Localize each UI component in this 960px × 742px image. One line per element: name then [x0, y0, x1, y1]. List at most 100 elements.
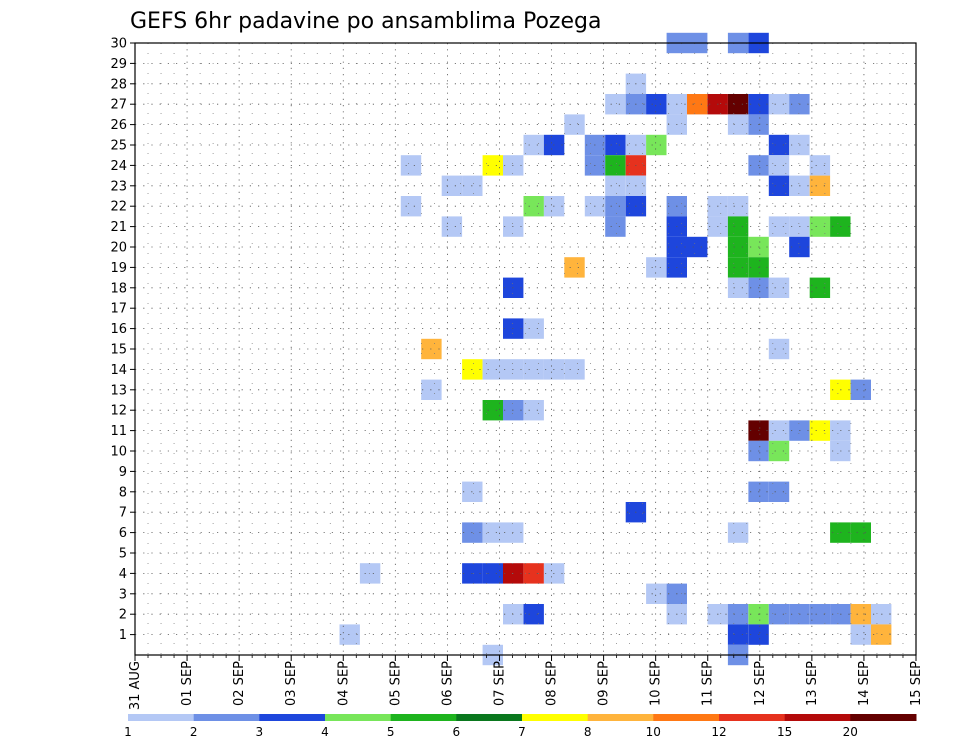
y-tick-label: 12 — [110, 404, 127, 419]
x-tick-label: 03 SEP — [284, 661, 299, 706]
heatmap-cell — [768, 134, 790, 156]
colorbar-label: 12 — [711, 725, 726, 739]
x-tick-label: 04 SEP — [336, 661, 351, 706]
heatmap-cell — [727, 624, 749, 645]
colorbar-label: 5 — [387, 725, 395, 739]
colorbar-label: 4 — [321, 725, 329, 739]
colorbar-label: 1 — [124, 725, 132, 739]
heatmap-cell — [605, 216, 626, 237]
x-tick-label: 05 SEP — [388, 661, 403, 706]
y-tick-label: 2 — [119, 608, 127, 623]
colorbar-swatch — [456, 714, 523, 721]
heatmap-cell — [727, 236, 749, 258]
y-tick-label: 7 — [119, 506, 127, 521]
y-tick-label: 14 — [110, 363, 127, 378]
y-tick-label: 26 — [110, 118, 127, 133]
colorbar-swatch — [522, 714, 589, 721]
heatmap-cell — [564, 114, 585, 135]
x-tick-label: 31 AUG — [128, 661, 143, 710]
heatmap-cell — [809, 277, 831, 298]
x-tick-label: 10 SEP — [649, 661, 664, 706]
heatmap-cell — [850, 522, 871, 543]
heatmap-cell — [768, 155, 790, 176]
heatmap-cell — [605, 196, 626, 217]
heatmap-cell — [523, 400, 544, 421]
x-tick-label: 14 SEP — [857, 661, 872, 706]
colorbar-label: 2 — [190, 725, 198, 739]
colorbar-label: 7 — [518, 725, 526, 739]
heatmap-cell — [809, 420, 831, 441]
y-tick-label: 15 — [110, 343, 127, 358]
heatmap-cell — [646, 134, 667, 156]
colorbar-swatch — [390, 714, 457, 721]
heatmap-cell — [605, 134, 626, 156]
x-axis-ticks: 31 AUG 01 SEP 02 SEP 03 SEP 04 SEP 05 SEP 06 S… — [128, 655, 924, 710]
y-tick-label: 19 — [110, 261, 127, 276]
colorbar-label: 8 — [584, 725, 592, 739]
y-axis-ticks: 1234567891011121314151617181920212223242… — [110, 37, 135, 643]
heatmap-cell — [768, 440, 790, 462]
heatmap-cell — [646, 94, 667, 115]
heatmap-cell — [727, 277, 749, 298]
colorbar-swatch — [850, 714, 917, 721]
y-tick-label: 28 — [110, 77, 127, 92]
heatmap-cell — [768, 94, 790, 115]
heatmap-cell — [421, 338, 442, 360]
heatmap-cell — [339, 624, 360, 645]
heatmap-cell — [768, 604, 790, 625]
heatmap-cell — [809, 155, 831, 176]
y-tick-label: 5 — [119, 547, 127, 562]
grid-lines — [135, 43, 916, 655]
x-tick-label: 07 SEP — [492, 661, 507, 706]
heatmap-cell — [687, 94, 708, 115]
heatmap-cell — [646, 257, 667, 278]
y-tick-label: 13 — [110, 383, 127, 398]
x-tick-label: 02 SEP — [232, 661, 247, 706]
heatmap-cells — [339, 32, 892, 666]
y-tick-label: 21 — [110, 220, 127, 235]
heatmap-cell — [727, 604, 749, 625]
y-tick-label: 23 — [110, 179, 127, 194]
colorbar-swatch — [128, 714, 195, 721]
heatmap-cell — [687, 236, 708, 258]
y-tick-label: 24 — [110, 159, 127, 174]
heatmap-cell — [564, 359, 585, 380]
heatmap-cell — [523, 134, 544, 156]
heatmap-cell — [727, 216, 749, 237]
y-tick-label: 22 — [110, 200, 127, 215]
heatmap-cell — [809, 175, 831, 196]
x-tick-label: 12 SEP — [753, 661, 768, 706]
y-tick-label: 27 — [110, 98, 127, 113]
y-tick-label: 16 — [110, 322, 127, 337]
colorbar-swatch — [587, 714, 654, 721]
colorbar-swatch — [719, 714, 786, 721]
heatmap-cell — [768, 277, 790, 298]
y-tick-label: 29 — [110, 57, 127, 72]
y-tick-label: 4 — [119, 567, 127, 582]
heatmap-cell — [523, 604, 544, 625]
colorbar-label: 6 — [452, 725, 460, 739]
heatmap-cell — [850, 379, 871, 400]
y-tick-label: 3 — [119, 587, 127, 602]
y-tick-label: 1 — [119, 628, 127, 643]
y-tick-label: 18 — [110, 281, 127, 296]
y-tick-label: 8 — [119, 485, 127, 500]
heatmap-cell — [441, 216, 463, 237]
x-tick-label: 13 SEP — [805, 661, 820, 706]
heatmap-cell — [421, 379, 442, 400]
chart-title: GEFS 6hr padavine po ansamblima Pozega — [130, 9, 601, 34]
heatmap-cell — [768, 216, 790, 237]
heatmap-cell — [400, 196, 422, 217]
y-tick-label: 11 — [110, 424, 127, 439]
y-tick-label: 30 — [110, 37, 127, 52]
heatmap-cell — [768, 338, 790, 360]
colorbar-label: 10 — [646, 725, 661, 739]
colorbar-swatch — [653, 714, 720, 721]
heatmap-cell — [809, 216, 831, 237]
heatmap-cell — [809, 604, 831, 625]
heatmap-cell — [482, 155, 503, 176]
colorbar: 1 2 3 4 5 6 7 8 10 12 15 20 — [124, 714, 917, 739]
heatmap-cell — [768, 175, 790, 196]
x-tick-label: 11 SEP — [701, 661, 716, 706]
